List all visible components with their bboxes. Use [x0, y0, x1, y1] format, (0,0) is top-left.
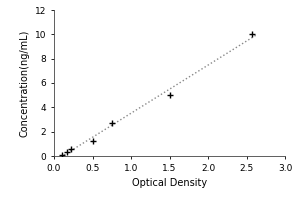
Y-axis label: Concentration(ng/mL): Concentration(ng/mL) — [19, 29, 29, 137]
X-axis label: Optical Density: Optical Density — [132, 178, 207, 188]
